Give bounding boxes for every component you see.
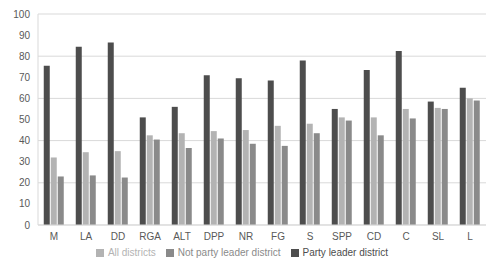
svg-text:DD: DD	[111, 231, 125, 242]
svg-text:0: 0	[24, 220, 30, 231]
html-text:All districts: All districts	[107, 247, 156, 258]
svg-text:90: 90	[19, 30, 31, 41]
svg-text:FG: FG	[271, 231, 285, 242]
svg-text:NR: NR	[239, 231, 253, 242]
svg-text:SL: SL	[432, 231, 445, 242]
svg-text:CD: CD	[367, 231, 381, 242]
svg-text:C: C	[402, 231, 409, 242]
svg-text:RGA: RGA	[139, 231, 161, 242]
svg-text:10: 10	[19, 198, 31, 209]
svg-text:20: 20	[19, 177, 31, 188]
svg-text:80: 80	[19, 51, 31, 62]
html-text:Party leader district: Party leader district	[302, 247, 389, 258]
svg-text:100: 100	[13, 9, 30, 20]
svg-text:L: L	[467, 231, 473, 242]
svg-text:70: 70	[19, 72, 31, 83]
svg-text:SPP: SPP	[332, 231, 352, 242]
svg-text:50: 50	[19, 114, 31, 125]
svg-text:60: 60	[19, 93, 31, 104]
svg-text:DPP: DPP	[204, 231, 225, 242]
svg-text:M: M	[50, 231, 58, 242]
svg-text:LA: LA	[80, 231, 93, 242]
svg-text:ALT: ALT	[173, 231, 191, 242]
svg-text:40: 40	[19, 135, 31, 146]
svg-text:S: S	[307, 231, 314, 242]
html-text:Not party leader district: Not party leader district	[177, 247, 281, 258]
svg-text:30: 30	[19, 156, 31, 167]
